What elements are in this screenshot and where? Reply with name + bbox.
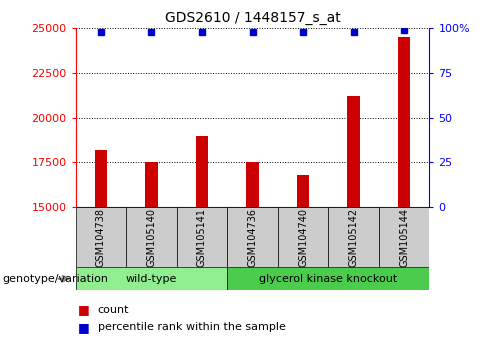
Title: GDS2610 / 1448157_s_at: GDS2610 / 1448157_s_at xyxy=(164,11,341,24)
Bar xyxy=(76,207,126,267)
Text: GSM105140: GSM105140 xyxy=(146,208,157,267)
Text: wild-type: wild-type xyxy=(126,274,177,284)
Text: glycerol kinase knockout: glycerol kinase knockout xyxy=(259,274,398,284)
Bar xyxy=(347,96,360,207)
Text: ■: ■ xyxy=(78,321,90,334)
Text: genotype/variation: genotype/variation xyxy=(2,274,108,284)
Bar xyxy=(126,207,177,267)
Bar xyxy=(278,207,328,267)
Text: GSM104740: GSM104740 xyxy=(298,208,308,267)
Text: GSM105142: GSM105142 xyxy=(348,207,359,267)
Text: GSM105144: GSM105144 xyxy=(399,208,409,267)
Text: count: count xyxy=(98,305,129,315)
Bar xyxy=(95,150,107,207)
Bar xyxy=(297,175,309,207)
Text: GSM105141: GSM105141 xyxy=(197,208,207,267)
Bar xyxy=(145,162,158,207)
Bar xyxy=(177,207,227,267)
Bar xyxy=(379,207,429,267)
Text: ■: ■ xyxy=(78,303,90,316)
Bar xyxy=(328,207,379,267)
Bar xyxy=(76,267,227,290)
Bar xyxy=(227,207,278,267)
Bar xyxy=(398,37,410,207)
Text: GSM104736: GSM104736 xyxy=(247,208,258,267)
Text: percentile rank within the sample: percentile rank within the sample xyxy=(98,322,285,332)
Bar xyxy=(246,161,259,207)
Text: GSM104738: GSM104738 xyxy=(96,208,106,267)
Bar xyxy=(227,267,429,290)
Bar xyxy=(196,136,208,207)
